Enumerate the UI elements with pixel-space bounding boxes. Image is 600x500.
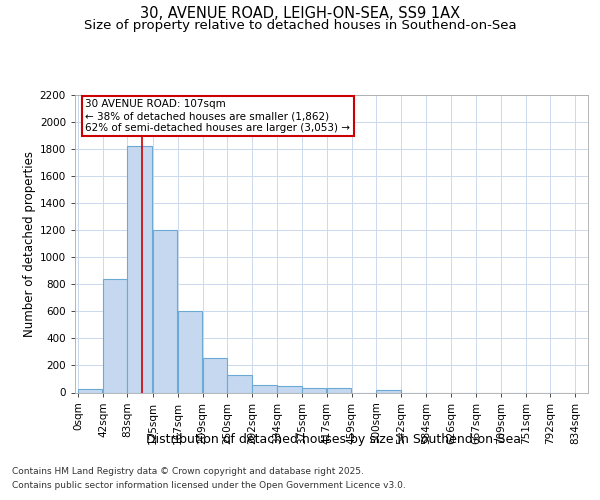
Text: 30 AVENUE ROAD: 107sqm
← 38% of detached houses are smaller (1,862)
62% of semi-: 30 AVENUE ROAD: 107sqm ← 38% of detached… bbox=[85, 100, 350, 132]
Bar bbox=[78, 389, 103, 392]
Y-axis label: Number of detached properties: Number of detached properties bbox=[23, 151, 35, 337]
Text: Contains public sector information licensed under the Open Government Licence v3: Contains public sector information licen… bbox=[12, 481, 406, 490]
Text: 30, AVENUE ROAD, LEIGH-ON-SEA, SS9 1AX: 30, AVENUE ROAD, LEIGH-ON-SEA, SS9 1AX bbox=[140, 6, 460, 21]
Bar bbox=[103, 279, 127, 392]
Bar bbox=[277, 386, 302, 392]
Bar bbox=[203, 358, 227, 392]
Text: Size of property relative to detached houses in Southend-on-Sea: Size of property relative to detached ho… bbox=[83, 18, 517, 32]
Bar bbox=[302, 388, 326, 392]
Bar bbox=[252, 385, 277, 392]
Bar bbox=[152, 230, 177, 392]
Bar bbox=[227, 375, 251, 392]
Bar bbox=[127, 146, 152, 392]
Text: Distribution of detached houses by size in Southend-on-Sea: Distribution of detached houses by size … bbox=[146, 432, 521, 446]
Bar bbox=[327, 388, 351, 392]
Bar bbox=[178, 312, 202, 392]
Bar bbox=[376, 390, 401, 392]
Text: Contains HM Land Registry data © Crown copyright and database right 2025.: Contains HM Land Registry data © Crown c… bbox=[12, 467, 364, 476]
